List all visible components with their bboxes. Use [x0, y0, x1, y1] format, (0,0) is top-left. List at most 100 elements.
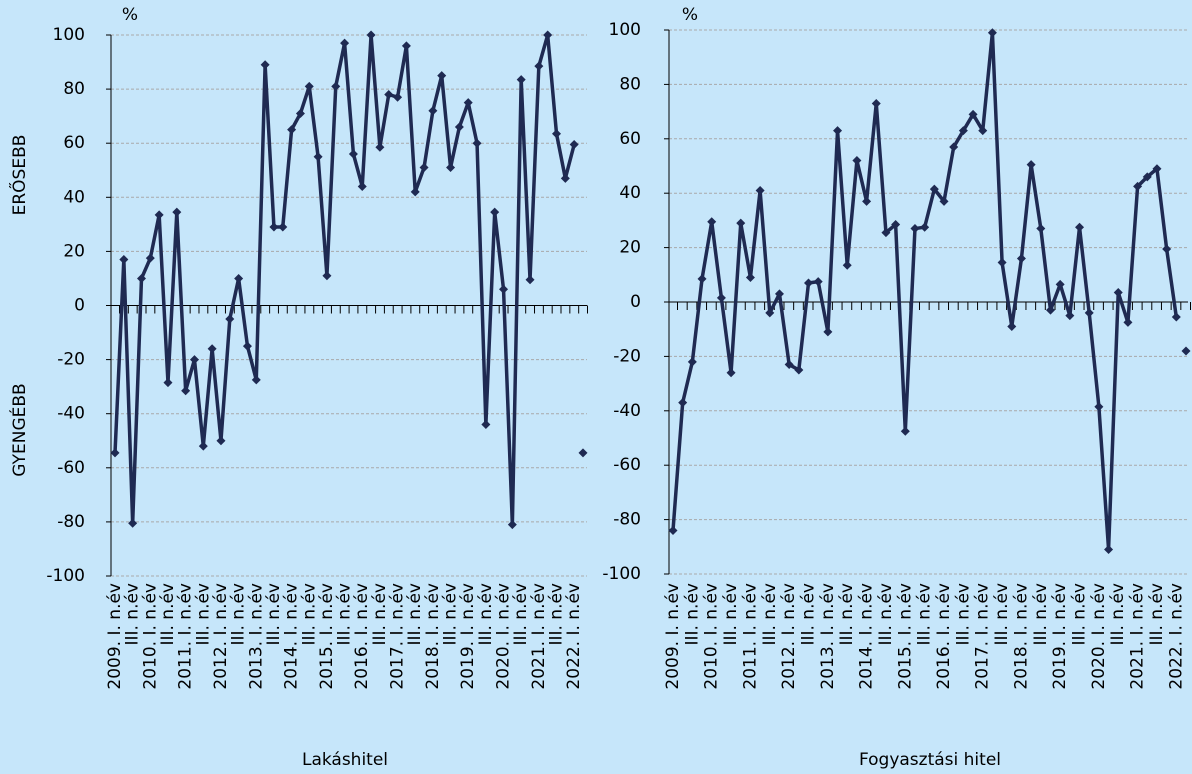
x-tick-label: 2011. I. n.év — [176, 583, 196, 690]
marker — [136, 273, 146, 283]
marker — [1026, 160, 1036, 170]
x-tick-label: 2010. I. n.év — [702, 583, 722, 690]
marker — [813, 277, 823, 287]
marker — [968, 109, 978, 119]
y-tick-label: 0 — [74, 296, 85, 316]
marker — [745, 273, 755, 283]
marker — [295, 108, 305, 118]
marker — [900, 426, 910, 436]
x-tick-label: III. n.év — [511, 583, 531, 646]
unit-label: % — [682, 5, 698, 25]
marker — [366, 30, 376, 40]
y-tick-label: -80 — [613, 510, 641, 530]
x-tick-label: III. n.év — [229, 583, 249, 646]
marker — [499, 284, 509, 294]
y-tick-label: -20 — [613, 346, 641, 366]
marker — [1133, 181, 1143, 191]
marker — [794, 365, 804, 375]
x-tick-label: 2020. I. n.év — [1089, 583, 1109, 690]
x-tick-label: 2022. I. n.év — [564, 583, 584, 690]
y-tick-label: 40 — [619, 183, 641, 203]
x-tick-label: 2017. I. n.év — [388, 583, 408, 690]
marker — [687, 357, 697, 367]
marker — [410, 187, 420, 197]
marker — [929, 184, 939, 194]
x-tick-label: III. n.év — [682, 583, 702, 646]
marker — [1142, 172, 1152, 182]
marker — [1036, 224, 1046, 234]
x-tick-label: 2017. I. n.év — [973, 583, 993, 690]
y-tick-label: 20 — [63, 241, 85, 261]
marker — [1055, 279, 1065, 289]
x-tick-label: 2018. I. n.év — [1011, 583, 1031, 690]
x-tick-label: III. n.év — [405, 583, 425, 646]
marker — [668, 525, 678, 535]
marker — [578, 448, 588, 458]
marker — [216, 436, 226, 446]
marker — [881, 228, 891, 238]
marker — [852, 156, 862, 166]
x-tick-label: III. n.év — [370, 583, 390, 646]
marker — [525, 275, 535, 285]
x-tick-label: 2020. I. n.év — [494, 583, 514, 690]
x-tick-label: 2019. I. n.év — [1050, 583, 1070, 690]
marker — [997, 258, 1007, 268]
y-tick-label: -60 — [613, 455, 641, 475]
marker — [1113, 287, 1123, 297]
marker — [1084, 308, 1094, 318]
marker — [348, 149, 358, 159]
marker — [128, 518, 138, 528]
x-tick-label: III. n.év — [1108, 583, 1128, 646]
marker — [287, 125, 297, 135]
marker — [1065, 311, 1075, 321]
marker — [891, 219, 901, 229]
x-tick-label: III. n.év — [1070, 583, 1090, 646]
marker — [987, 28, 997, 38]
x-tick-label: III. n.év — [760, 583, 780, 646]
marker — [1007, 321, 1017, 331]
x-tick-label: III. n.év — [953, 583, 973, 646]
marker — [251, 375, 261, 385]
x-tick-label: 2009. I. n.év — [663, 583, 683, 690]
x-tick-label: III. n.év — [441, 583, 461, 646]
marker — [784, 360, 794, 370]
marker — [304, 81, 314, 91]
marker — [920, 222, 930, 232]
x-tick-label: 2019. I. n.év — [458, 583, 478, 690]
marker — [755, 185, 765, 195]
marker — [419, 163, 429, 173]
marker — [516, 75, 526, 85]
x-axis-title: Fogyasztási hitel — [859, 750, 1001, 770]
x-tick-label: 2014. I. n.év — [857, 583, 877, 690]
y-tick-label: 100 — [609, 20, 641, 40]
marker — [278, 222, 288, 232]
marker — [446, 163, 456, 173]
x-tick-label: 2012. I. n.év — [211, 583, 231, 690]
marker — [234, 273, 244, 283]
x-tick-label: 2012. I. n.év — [779, 583, 799, 690]
x-tick-label: III. n.év — [992, 583, 1012, 646]
marker — [313, 152, 323, 162]
marker — [1123, 317, 1133, 327]
x-tick-label: 2022. I. n.év — [1166, 583, 1186, 690]
marker — [375, 142, 385, 152]
marker — [145, 253, 155, 263]
y-tick-label: 40 — [63, 187, 85, 207]
x-tick-label: III. n.év — [123, 583, 143, 646]
x-tick-label: 2015. I. n.év — [895, 583, 915, 690]
marker — [949, 142, 959, 152]
marker — [1045, 305, 1055, 315]
marker — [198, 441, 208, 451]
marker — [207, 344, 217, 354]
marker — [534, 61, 544, 71]
marker — [242, 341, 252, 351]
x-tick-label: III. n.év — [158, 583, 178, 646]
marker — [716, 293, 726, 303]
x-tick-label: III. n.év — [837, 583, 857, 646]
marker — [181, 386, 191, 396]
marker — [119, 255, 129, 265]
marker — [871, 98, 881, 108]
marker — [110, 448, 120, 458]
x-tick-label: 2011. I. n.év — [740, 583, 760, 690]
x-tick-label: III. n.év — [476, 583, 496, 646]
